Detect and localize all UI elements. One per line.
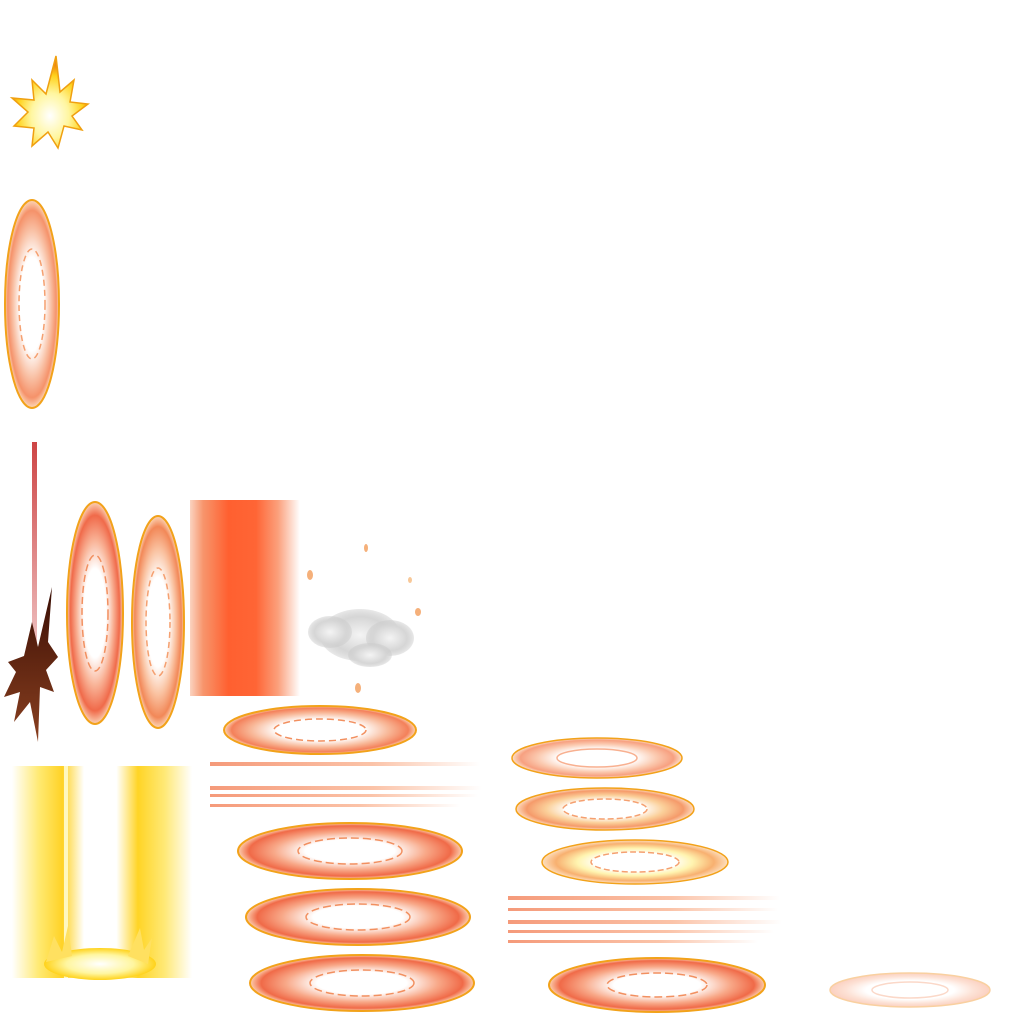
flat-ring-row [245,888,471,946]
yellow-burst-sprite [9,55,90,150]
flat-ring-row [541,839,729,885]
smoke-puff-sprite [307,544,421,693]
orange-beam-column [190,500,300,696]
yellow-energy-column [12,766,192,980]
flat-ring-row [223,705,417,755]
portal-ring-vertical-2 [131,515,185,729]
red-spike-pillar-sprite [4,442,58,742]
portal-ring-vertical-large [4,199,60,409]
flat-ring-row [249,954,475,1012]
portal-ring-vertical-1 [66,501,124,725]
flat-ring-row [511,737,683,779]
flat-ring-row [515,787,695,831]
faint-flat-ring [829,972,991,1008]
flat-ring-row [237,822,463,880]
streak-lines [508,896,782,943]
streak-lines [210,762,482,807]
flat-ring-row [548,957,766,1013]
